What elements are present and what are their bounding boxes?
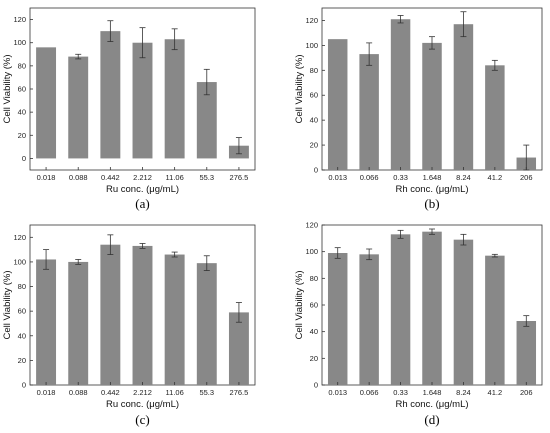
bar [359,254,379,385]
x-tick-label: 2.212 [133,388,152,397]
bar [36,259,57,385]
y-tick-label: 80 [18,282,26,291]
y-tick-label: 60 [310,91,318,100]
bar [453,239,474,385]
x-tick-label: 0.442 [101,173,120,182]
x-axis-title: Ru conc. (μg/mL) [106,184,179,195]
y-tick-label: 40 [18,108,26,117]
x-tick-label: 2.212 [133,173,152,182]
y-tick-label: 120 [13,233,26,242]
bar [516,321,537,385]
x-tick-label: 41.2 [488,388,503,397]
y-tick-label: 60 [310,301,318,310]
y-tick-label: 100 [13,38,26,47]
y-tick-label: 20 [310,354,318,363]
bar [100,244,121,385]
y-tick-label: 0 [314,381,318,390]
bar [196,82,217,159]
x-tick-label: 0.088 [69,173,88,182]
panel-label: (d) [424,412,439,427]
x-tick-label: 206 [520,388,533,397]
panel-label: (b) [424,196,439,211]
x-tick-label: 1.648 [423,388,442,397]
y-tick-label: 40 [310,327,318,336]
x-tick-label: 0.013 [328,388,347,397]
x-axis-title: Rh conc. (μg/mL) [395,399,468,410]
y-axis-title: Cell Viability (%) [2,271,13,340]
bar [132,245,153,385]
panel-label: (a) [135,196,149,211]
bar [68,56,89,159]
y-tick-label: 0 [22,154,26,163]
bar [327,39,348,171]
bar [164,254,185,385]
bar [132,42,153,159]
bar [422,42,442,171]
bar [359,54,379,170]
y-tick-label: 60 [18,85,26,94]
x-tick-label: 276.5 [230,388,249,397]
x-tick-label: 0.018 [37,173,56,182]
y-tick-label: 80 [310,66,318,75]
chart-panel-4: 0 20 40 60 80 100 120 0.013 0.066 0.33 1.648 8.24 41… [294,221,543,427]
y-axis-title: Cell Viability (%) [2,55,13,124]
bar [453,24,474,171]
bar [196,263,217,385]
x-tick-label: 55.3 [199,173,214,182]
y-tick-label: 20 [18,356,26,365]
y-tick-label: 100 [13,257,26,266]
x-tick-label: 0.013 [328,173,347,182]
bar [422,231,442,385]
x-tick-label: 0.066 [360,173,379,182]
x-tick-label: 8.24 [456,388,471,397]
x-tick-label: 11.06 [166,388,184,397]
y-tick-label: 120 [305,16,318,25]
x-tick-label: 41.2 [488,173,503,182]
y-tick-label: 100 [305,41,318,50]
bar [100,31,121,159]
bar [485,255,505,385]
y-tick-label: 20 [310,141,318,150]
y-tick-label: 40 [310,116,318,125]
y-axis-title: Cell Viability (%) [294,271,305,340]
y-tick-label: 80 [310,274,318,283]
bar [390,234,411,385]
x-tick-label: 1.648 [423,173,442,182]
x-tick-label: 11.06 [166,173,184,182]
bar [485,65,505,170]
x-tick-label: 8.24 [456,173,471,182]
bar [68,261,89,385]
y-tick-label: 120 [305,221,318,230]
x-tick-label: 0.018 [37,388,56,397]
bar [36,47,57,159]
y-tick-label: 100 [305,247,318,256]
x-axis-title: Rh conc. (μg/mL) [395,184,468,195]
x-tick-label: 276.5 [230,173,249,182]
x-tick-label: 0.066 [360,388,379,397]
y-tick-label: 0 [22,381,26,390]
chart-panel-3: 0 20 40 60 80 100 120 0.018 0.088 0.442 2.212 11.06… [2,224,256,427]
y-tick-label: 60 [18,307,26,316]
x-axis-title: Ru conc. (μg/mL) [106,399,179,410]
bar [164,39,185,159]
x-tick-label: 55.3 [199,388,214,397]
y-tick-label: 20 [18,131,26,140]
y-tick-label: 0 [314,166,318,175]
y-tick-label: 80 [18,61,26,70]
bar [228,312,249,385]
x-tick-label: 0.33 [393,173,408,182]
chart-panel-2: 0 20 40 60 80 100 120 0.013 0.066 0.33 1.648 8.24 41… [294,7,543,211]
panel-label: (c) [135,412,149,427]
bar [327,253,348,385]
x-tick-label: 0.33 [393,388,408,397]
x-tick-label: 0.088 [69,388,88,397]
chart-panel-1: 0 20 40 60 80 100 120 0.018 0.088 0.442 2.212 11.06… [2,7,256,211]
x-tick-label: 0.442 [101,388,120,397]
y-axis-title: Cell Viability (%) [294,55,305,124]
x-tick-label: 206 [520,173,533,182]
y-tick-label: 120 [13,15,26,24]
bar [390,19,411,170]
y-tick-label: 40 [18,331,26,340]
